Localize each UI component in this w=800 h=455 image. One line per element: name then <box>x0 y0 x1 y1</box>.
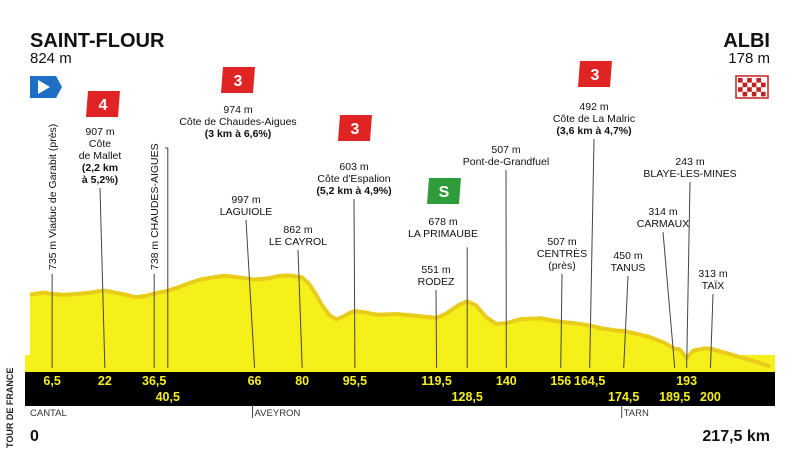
point-6-label-line-2: (5,2 km à 4,9%) <box>316 185 391 197</box>
finish-elevation: 178 m <box>728 50 770 67</box>
point-4-label-line-1: LAGUIOLE <box>220 206 273 218</box>
climb-category-label-11: 3 <box>591 67 600 84</box>
start-elevation: 824 m <box>30 50 72 67</box>
distance-tick-6: 95,5 <box>343 374 367 388</box>
point-7-label-line-1: RODEZ <box>418 276 455 288</box>
point-1-label-line-1: Côte <box>89 138 111 150</box>
distance-tick-15: 200 <box>700 390 721 404</box>
distance-start: 0 <box>30 428 39 445</box>
point-7-label-line-0: 551 m <box>421 264 450 276</box>
distance-tick-3: 40,5 <box>156 390 180 404</box>
point-15-label-line-1: TAÏX <box>702 280 725 292</box>
profile-area-layer <box>25 273 775 372</box>
point-10-label-line-2: (près) <box>548 260 575 272</box>
region-label-1: AVEYRON <box>255 408 301 419</box>
climb-category-badge-6: 3 <box>338 115 372 141</box>
point-8-label-line-0: 678 m <box>428 216 457 228</box>
point-10-label-line-1: CENTRÈS <box>537 247 587 260</box>
watermark-logo: TOUR DE FRANCE <box>5 368 15 448</box>
climb-category-badge-11: 3 <box>578 61 612 87</box>
distance-tick-9: 140 <box>496 374 517 388</box>
distance-tick-10: 156 <box>550 374 571 388</box>
point-3-label-line-2: (3 km à 6,6%) <box>205 128 272 140</box>
distance-tick-2: 36,5 <box>142 374 166 388</box>
point-15-label-line-0: 313 m <box>698 268 727 280</box>
point-12-label-line-0: 450 m <box>613 250 642 262</box>
climb-category-badge-1: 4 <box>86 91 120 117</box>
point-8-label-line-1: LA PRIMAUBE <box>408 228 478 240</box>
distance-tick-13: 189,5 <box>659 390 690 404</box>
finish-name: ALBI <box>723 30 770 52</box>
sprint-badge-icon: S <box>427 178 461 204</box>
point-9-label-line-0: 507 m <box>491 144 520 156</box>
point-14-leader <box>687 182 690 368</box>
point-2-label: 738 m CHAUDES-AIGUES <box>149 143 161 270</box>
point-6-label-line-1: Côte d'Espalion <box>317 173 390 185</box>
distance-tick-8: 128,5 <box>452 390 483 404</box>
regions-layer: CANTAL AVEYRON TARN <box>30 405 649 419</box>
distance-tick-1: 22 <box>98 374 112 388</box>
point-11-label-line-2: (3,6 km à 4,7%) <box>556 125 631 137</box>
point-1-label-line-4: à 5,2%) <box>82 174 118 186</box>
climb-category-label-1: 4 <box>99 97 108 114</box>
point-1-label-line-0: 907 m <box>85 126 114 138</box>
point-6-label-line-0: 603 m <box>339 161 368 173</box>
point-7-leader <box>436 290 437 368</box>
point-9-label-line-1: Pont-de-Grandfuel <box>463 156 549 168</box>
point-14-label-line-1: BLAYE-LES-MINES <box>643 168 736 180</box>
point-1-label-line-2: de Mallet <box>79 150 122 162</box>
point-10-label-line-0: 507 m <box>547 236 576 248</box>
point-14-label-line-0: 243 m <box>675 156 704 168</box>
profile-area <box>30 273 770 368</box>
distance-tick-11: 164,5 <box>574 374 605 388</box>
climb-category-label-3: 3 <box>234 73 243 90</box>
distance-tick-0: 6,5 <box>43 374 60 388</box>
point-1-label-line-3: (2,2 km <box>82 162 118 174</box>
distance-end: 217,5 km <box>702 428 770 445</box>
climb-category-badge-3: 3 <box>221 67 255 93</box>
point-11-label-line-0: 492 m <box>579 101 608 113</box>
point-5-label-line-1: LE CAYROL <box>269 236 327 248</box>
point-5-label-line-0: 862 m <box>283 224 312 236</box>
distance-tick-7: 119,5 <box>421 374 452 388</box>
point-13-label-line-1: CARMAUX <box>637 218 690 230</box>
point-4-label-line-0: 997 m <box>231 194 260 206</box>
start-name: SAINT-FLOUR <box>30 30 165 52</box>
point-12-label-line-1: TANUS <box>611 262 646 274</box>
point-labels-layer: 735 m Viaduc de Garabit (près) 907 mCôted… <box>47 61 736 292</box>
region-label-2: TARN <box>624 408 649 419</box>
finish-flag-icon <box>736 76 768 98</box>
distance-tick-14: 193 <box>676 374 697 388</box>
region-label-0: CANTAL <box>30 408 67 419</box>
point-3-label-line-0: 974 m <box>223 104 252 116</box>
point-11-label-line-1: Côte de La Malric <box>553 113 635 125</box>
point-13-label-line-0: 314 m <box>648 206 677 218</box>
start-flag-icon <box>30 76 62 98</box>
point-0-label: 735 m Viaduc de Garabit (près) <box>47 124 59 270</box>
point-3-label-line-1: Côte de Chaudes-Aigues <box>179 116 296 128</box>
climb-category-label-6: 3 <box>351 121 360 138</box>
distance-tick-4: 66 <box>248 374 262 388</box>
distance-tick-5: 80 <box>295 374 309 388</box>
svg-text:S: S <box>439 184 450 201</box>
distance-tick-12: 174,5 <box>608 390 639 404</box>
